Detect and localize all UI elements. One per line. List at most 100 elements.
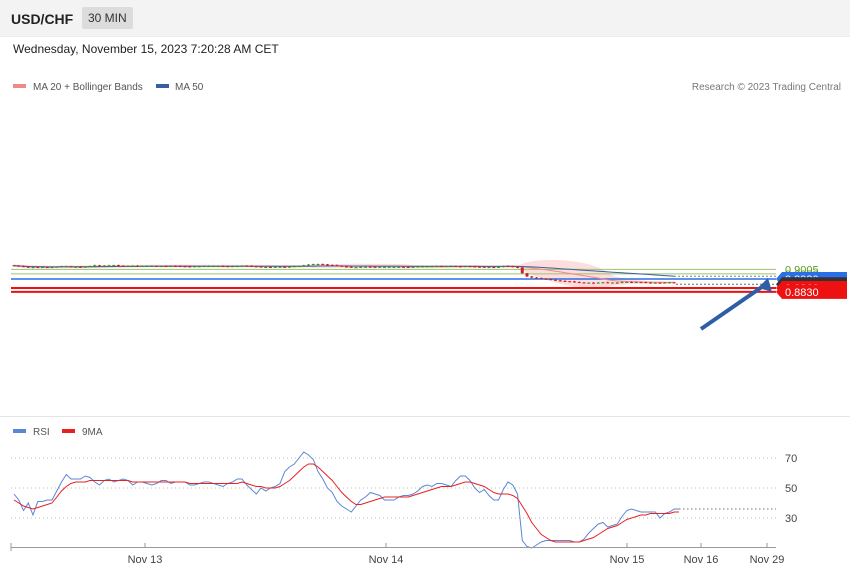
candle-body: [216, 266, 220, 268]
candle: [549, 278, 553, 281]
candle: [539, 277, 543, 280]
candle-body: [544, 278, 548, 280]
time-axis: Nov 13 Nov 14 Nov 15 Nov 16 Nov 29: [10, 543, 784, 566]
candle: [131, 265, 135, 267]
candle-body: [155, 265, 158, 267]
rsi-line: [13, 451, 679, 549]
candle-body: [212, 266, 215, 268]
candle-body: [501, 266, 505, 268]
candle: [525, 272, 529, 277]
candle: [634, 281, 638, 284]
candle: [302, 264, 306, 267]
candle: [440, 265, 443, 268]
candle: [554, 279, 557, 281]
candle-body: [112, 265, 116, 267]
candle-body: [487, 267, 491, 269]
candle-body: [492, 267, 496, 269]
interval-badge[interactable]: 30 MIN: [82, 7, 133, 29]
candle-body: [530, 276, 534, 278]
candle-body: [26, 266, 30, 268]
rsi-ma-legend-label: 9MA: [82, 427, 103, 438]
candle-body: [392, 266, 396, 268]
candle-body: [69, 266, 73, 268]
candle: [36, 266, 40, 269]
candle: [155, 265, 158, 267]
candle: [235, 265, 239, 268]
candle-body: [440, 266, 443, 268]
candle: [421, 265, 424, 268]
candle: [64, 265, 68, 268]
candle-body: [193, 266, 196, 268]
candle: [478, 266, 481, 268]
candle-body: [340, 265, 344, 267]
candle: [668, 281, 671, 284]
candle-body: [478, 266, 481, 268]
candle: [117, 264, 120, 267]
candle-body: [330, 265, 334, 267]
candle: [221, 265, 225, 268]
price-level-0.8830: 0.8830: [11, 284, 847, 299]
candle: [98, 264, 101, 267]
candle: [444, 265, 448, 268]
candle-body: [649, 282, 652, 284]
candle: [288, 266, 291, 268]
candle: [364, 266, 367, 268]
bollinger-band-area: [14, 259, 675, 289]
candle-body: [653, 282, 657, 284]
candle-body: [259, 266, 263, 268]
candle-body: [430, 266, 434, 268]
candle-body: [454, 266, 458, 268]
candle-body: [83, 266, 87, 268]
candle-body: [79, 266, 82, 268]
candle: [582, 282, 586, 284]
candle: [615, 282, 619, 284]
candle: [264, 266, 268, 268]
symbol-label: USD/CHF: [11, 11, 74, 27]
candle: [544, 278, 548, 280]
candle-body: [421, 266, 424, 268]
candle: [625, 281, 629, 283]
candle-body: [449, 266, 453, 268]
candle-body: [416, 266, 420, 268]
candle: [568, 280, 572, 283]
candle-body: [136, 265, 139, 267]
candle-body: [644, 282, 648, 284]
candle: [307, 264, 310, 266]
candle-body: [497, 266, 500, 268]
candle: [183, 265, 187, 268]
candle: [126, 265, 130, 267]
candle-body: [425, 266, 429, 268]
candle-body: [601, 282, 605, 284]
candle-body: [55, 266, 59, 268]
forecast-arrow-head: [758, 277, 772, 292]
candle-body: [364, 266, 367, 268]
candle: [231, 265, 234, 268]
candle: [406, 266, 410, 268]
candle: [558, 279, 562, 282]
candle-body: [506, 266, 510, 268]
candle-body: [549, 279, 553, 281]
price-level-0.8860: 0.8860: [11, 280, 847, 295]
candle: [17, 265, 21, 267]
candle: [577, 281, 581, 284]
rsi-tick-label: 70: [785, 453, 797, 465]
candle-body: [64, 266, 68, 268]
candle-body: [31, 267, 35, 269]
ma20-legend-label: MA 20 + Bollinger Bands: [33, 82, 143, 93]
price-legend: MA 20 + Bollinger Bands MA 50 Research ©…: [13, 82, 841, 93]
candle: [297, 265, 301, 267]
candle-body: [273, 266, 277, 268]
candle: [112, 264, 116, 267]
candle-body: [668, 282, 671, 284]
candle: [316, 263, 320, 266]
time-tick-label: Nov 13: [128, 554, 163, 566]
candle: [454, 265, 458, 268]
candle-body: [335, 265, 339, 267]
candle-body: [107, 265, 111, 267]
candle: [202, 265, 206, 268]
candle: [463, 265, 467, 268]
timestamp: Wednesday, November 15, 2023 7:20:28 AM …: [13, 42, 279, 56]
candle-body: [117, 265, 120, 267]
